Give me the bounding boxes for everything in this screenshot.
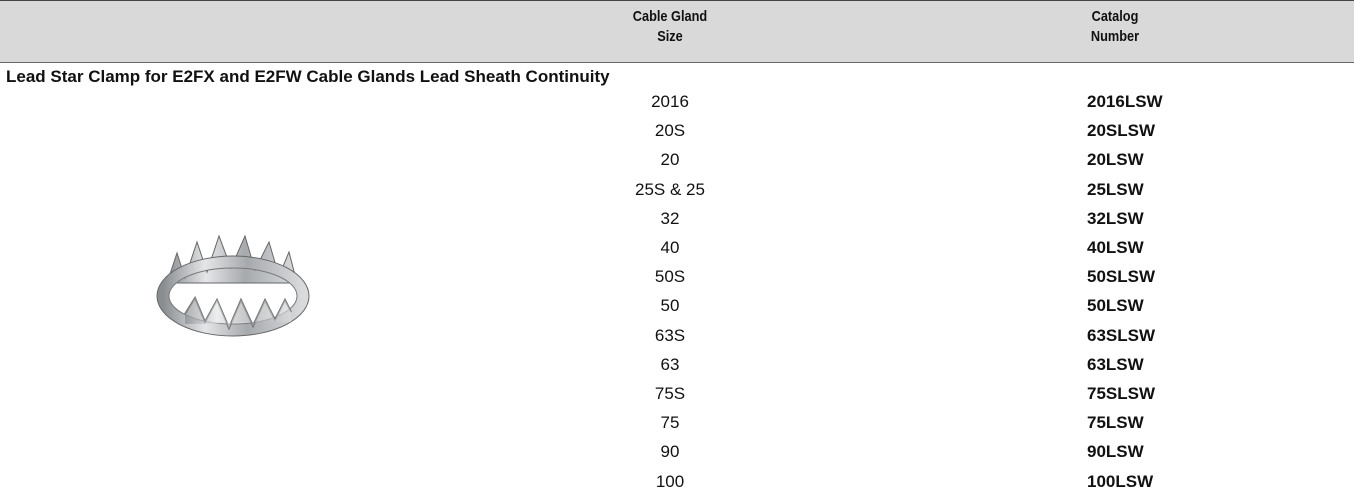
catalog-number: 32LSW	[1087, 208, 1144, 230]
product-image	[155, 228, 315, 348]
cable-gland-size: 100	[570, 471, 770, 493]
catalog-number: 2016LSW	[1087, 91, 1163, 113]
cable-gland-size: 63	[570, 354, 770, 376]
page: {"table": { "header": {"size": ["Cable G…	[0, 0, 1354, 493]
catalog-number: 90LSW	[1087, 441, 1144, 463]
table-header: Cable Gland Size Catalog Number	[0, 0, 1354, 63]
cable-gland-size: 40	[570, 237, 770, 259]
catalog-number: 100LSW	[1087, 471, 1153, 493]
catalog-number: 20SLSW	[1087, 120, 1155, 142]
catalog-number: 20LSW	[1087, 149, 1144, 171]
cable-gland-size: 90	[570, 441, 770, 463]
cable-gland-size: 2016	[570, 91, 770, 113]
header-line: Catalog	[1030, 7, 1200, 27]
header-catalog: Catalog Number	[1030, 7, 1200, 47]
cable-gland-size: 75S	[570, 383, 770, 405]
cable-gland-size: 50	[570, 295, 770, 317]
header-line: Number	[1030, 27, 1200, 47]
header-line: Cable Gland	[585, 7, 755, 27]
header-size: Cable Gland Size	[585, 7, 755, 47]
catalog-number: 40LSW	[1087, 237, 1144, 259]
cable-gland-size: 63S	[570, 325, 770, 347]
cable-gland-size: 50S	[570, 266, 770, 288]
cable-gland-size: 20S	[570, 120, 770, 142]
cable-gland-size: 75	[570, 412, 770, 434]
catalog-number: 75LSW	[1087, 412, 1144, 434]
catalog-number: 63SLSW	[1087, 325, 1155, 347]
catalog-number: 25LSW	[1087, 179, 1144, 201]
cable-gland-size: 25S & 25	[570, 179, 770, 201]
header-line: Size	[585, 27, 755, 47]
catalog-number: 50LSW	[1087, 295, 1144, 317]
section-title: Lead Star Clamp for E2FX and E2FW Cable …	[6, 66, 610, 88]
catalog-number: 50SLSW	[1087, 266, 1155, 288]
catalog-number: 75SLSW	[1087, 383, 1155, 405]
cable-gland-size: 32	[570, 208, 770, 230]
catalog-number: 63LSW	[1087, 354, 1144, 376]
cable-gland-size: 20	[570, 149, 770, 171]
